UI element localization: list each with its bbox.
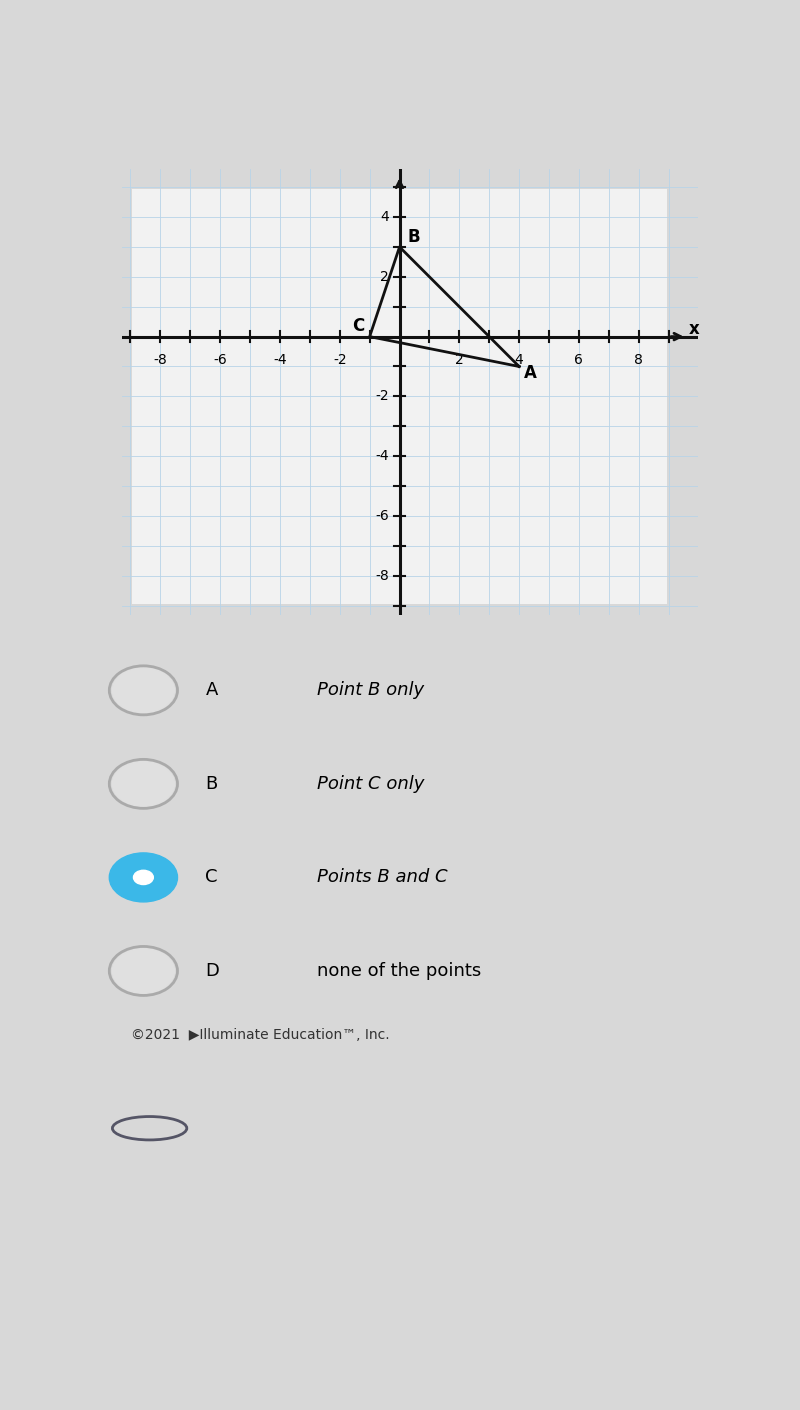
Text: Points B and C: Points B and C [317, 869, 448, 887]
Text: D: D [206, 962, 219, 980]
Text: -4: -4 [375, 450, 389, 462]
Circle shape [112, 761, 174, 807]
Circle shape [110, 853, 178, 902]
Text: B: B [407, 228, 420, 247]
Text: 4: 4 [514, 352, 523, 367]
Text: none of the points: none of the points [317, 962, 482, 980]
Text: 6: 6 [574, 352, 583, 367]
Text: A: A [523, 364, 537, 382]
Text: ©2021  ▶Illuminate Education™, Inc.: ©2021 ▶Illuminate Education™, Inc. [131, 1028, 390, 1042]
Text: 8: 8 [634, 352, 643, 367]
Text: 4: 4 [380, 210, 389, 224]
Text: C: C [352, 317, 364, 334]
Text: -4: -4 [273, 352, 286, 367]
Text: B: B [206, 776, 218, 792]
Text: Point C only: Point C only [317, 776, 424, 792]
FancyBboxPatch shape [132, 189, 667, 603]
Text: Point B only: Point B only [317, 681, 424, 699]
Text: C: C [206, 869, 218, 887]
Text: 2: 2 [455, 352, 464, 367]
Text: A: A [206, 681, 218, 699]
Circle shape [134, 870, 154, 884]
Text: -2: -2 [333, 352, 346, 367]
Text: 2: 2 [380, 269, 389, 283]
Text: -6: -6 [214, 352, 227, 367]
Text: -8: -8 [154, 352, 167, 367]
Text: -2: -2 [375, 389, 389, 403]
Circle shape [112, 949, 174, 993]
Text: x: x [689, 320, 699, 338]
Text: -6: -6 [375, 509, 389, 523]
Text: -8: -8 [375, 568, 389, 582]
Circle shape [112, 668, 174, 712]
